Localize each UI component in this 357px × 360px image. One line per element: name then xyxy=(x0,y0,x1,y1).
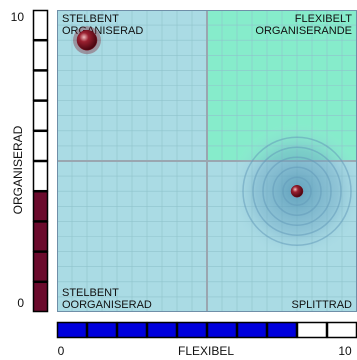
point xyxy=(291,185,303,197)
x-axis-title: FLEXIBEL xyxy=(178,344,234,358)
x-tick-label: 10 xyxy=(338,344,352,358)
quadrant-label: SPLITTRAD xyxy=(291,299,352,311)
quadrant-label: FLEXIBELT xyxy=(295,13,353,25)
point-group xyxy=(73,26,101,54)
y-tick-label: 10 xyxy=(11,10,25,24)
point xyxy=(77,30,97,50)
chart: ORGANISERAD FLEXIBEL STELBENTORGANISERAD… xyxy=(0,0,357,360)
quadrant-label: STELBENT xyxy=(62,13,119,25)
quadrant-label: OORGANISERAD xyxy=(62,299,152,311)
quadrant-label: ORGANISERANDE xyxy=(255,25,352,37)
y-axis-title: ORGANISERAD xyxy=(11,125,25,214)
quadrant-label: STELBENT xyxy=(62,287,119,299)
y-tick-label: 0 xyxy=(17,296,24,310)
x-tick-label: 0 xyxy=(58,344,65,358)
